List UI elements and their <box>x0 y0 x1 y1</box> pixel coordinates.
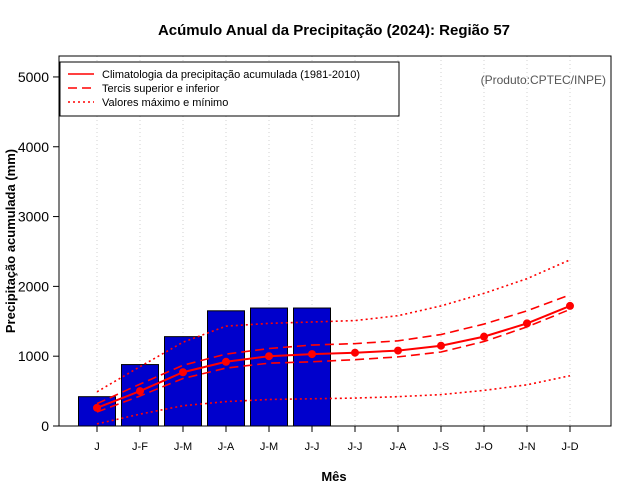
x-tick-label: J-O <box>475 441 493 453</box>
bar-2 <box>164 336 202 427</box>
x-tick-label: J-M <box>260 441 278 453</box>
x-tick-label: J-A <box>218 441 235 453</box>
x-tick-label: J-N <box>518 441 535 453</box>
series-lines <box>93 259 574 425</box>
y-axis: 0 1000 2000 3000 4000 5000 <box>18 69 60 434</box>
climatology-point <box>351 348 359 357</box>
legend-entry: Valores máximo e mínimo <box>102 97 228 109</box>
climatology-point <box>480 332 488 341</box>
climatology-point <box>394 346 402 355</box>
bar-4 <box>250 307 288 427</box>
x-axis: J J-F J-M J-A J-M J-J J-J J-A J-S J-O J-N J-D <box>94 426 579 453</box>
series-line-1 <box>96 294 571 405</box>
series-line-2 <box>96 308 571 413</box>
bar-5 <box>293 307 331 427</box>
x-tick-label: J-J <box>305 441 320 453</box>
y-tick-label: 0 <box>41 418 49 434</box>
climatology-point <box>308 350 316 359</box>
y-axis-label: Precipitação acumulada (mm) <box>3 149 18 333</box>
credit-text: (Produto:CPTEC/INPE) <box>481 73 606 87</box>
x-tick-label: J-A <box>390 441 407 453</box>
climatology-point <box>523 319 531 328</box>
climatology-point <box>179 368 187 377</box>
x-tick-label: J-M <box>174 441 192 453</box>
y-tick-label: 5000 <box>18 69 49 85</box>
bar-3 <box>207 310 245 427</box>
x-axis-label: Mês <box>321 469 346 484</box>
legend-box <box>59 61 400 117</box>
x-tick-label: J-S <box>433 441 450 453</box>
y-tick-label: 4000 <box>18 139 49 155</box>
y-tick-label: 1000 <box>18 348 49 364</box>
series-line-4 <box>96 374 571 425</box>
x-tick-label: J-D <box>561 441 578 453</box>
y-tick-label: 3000 <box>18 209 49 225</box>
x-tick-label: J-J <box>348 441 363 453</box>
climatology-point <box>222 357 230 366</box>
climatology-point <box>437 341 445 350</box>
chart-title: Acúmulo Anual da Precipitação (2024): Re… <box>158 22 510 39</box>
climatology-point <box>265 352 273 361</box>
series-line-3 <box>96 259 571 393</box>
climatology-point <box>566 301 574 310</box>
series-line-0 <box>96 304 571 409</box>
legend: Climatologia da precipitação acumulada (… <box>59 61 400 117</box>
x-tick-label: J <box>94 441 100 453</box>
y-tick-label: 2000 <box>18 278 49 294</box>
legend-entry: Tercis superior e inferior <box>102 83 220 95</box>
legend-entry: Climatologia da precipitação acumulada (… <box>102 69 360 81</box>
climatology-point <box>136 387 144 396</box>
x-tick-label: J-F <box>132 441 148 453</box>
climatology-point <box>93 403 101 412</box>
